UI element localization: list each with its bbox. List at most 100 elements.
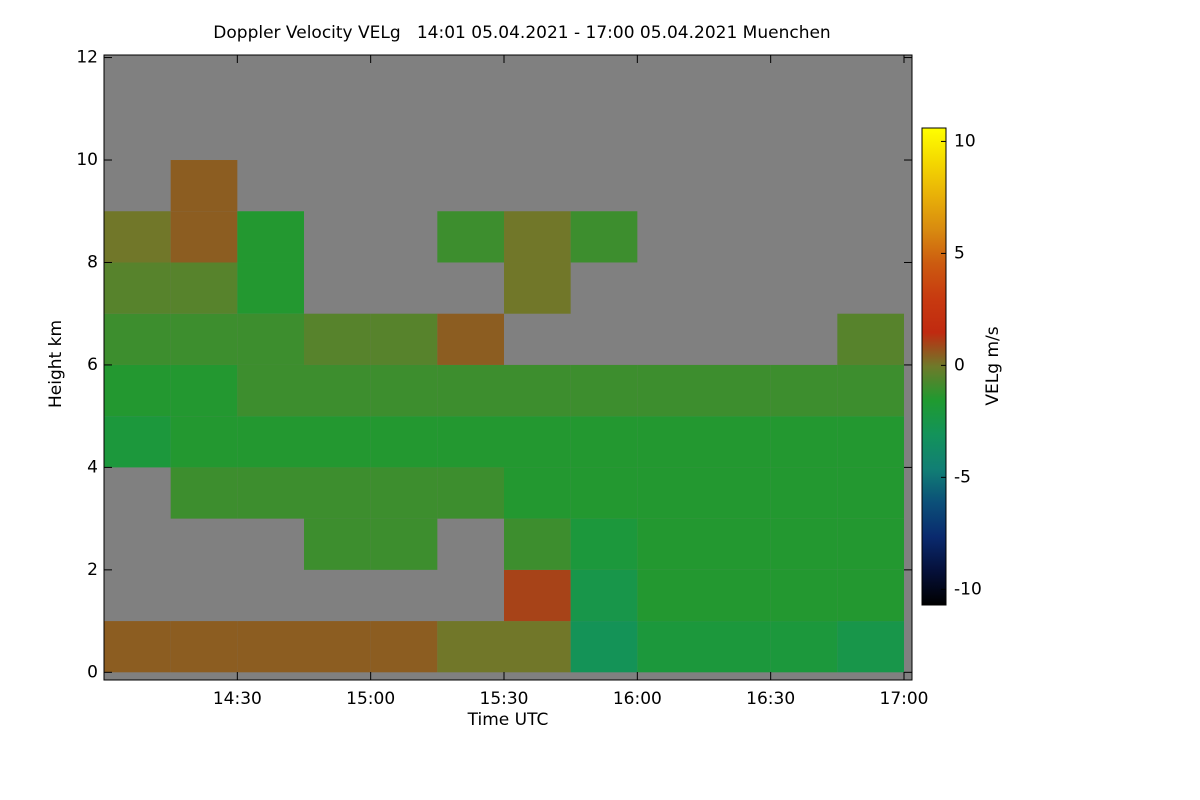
x-tick-label: 15:00	[346, 689, 395, 709]
heatmap-cell	[637, 467, 704, 519]
heatmap-cell	[504, 518, 571, 570]
heatmap-cell	[370, 364, 438, 417]
colorbar-tick-label: 0	[954, 355, 965, 375]
heatmap-cell	[370, 467, 438, 519]
heatmap-cell	[237, 621, 304, 673]
x-tick-label: 16:30	[746, 689, 795, 709]
colorbar-tick-label: 5	[954, 243, 965, 263]
heatmap-cell	[437, 416, 504, 468]
heatmap-cell	[437, 313, 504, 365]
chart-title: Doppler Velocity VELg 14:01 05.04.2021 -…	[213, 23, 830, 43]
heatmap-cell	[637, 364, 704, 417]
heatmap-cell	[437, 621, 504, 673]
heatmap-cell	[504, 621, 571, 673]
x-tick-label: 15:30	[480, 689, 529, 709]
heatmap-cell	[704, 416, 771, 468]
heatmap-cell	[170, 262, 238, 314]
heatmap-cell	[304, 467, 371, 519]
heatmap-cell	[304, 364, 371, 417]
heatmap-cell	[570, 364, 638, 417]
heatmap-cell	[637, 416, 704, 468]
heatmap-cell	[104, 211, 171, 263]
heatmap-cell	[170, 313, 238, 365]
heatmap-cell	[570, 518, 638, 570]
heatmap-cell	[237, 313, 304, 365]
heatmap-cell	[770, 621, 838, 673]
heatmap-cell	[437, 211, 504, 263]
heatmap-cell	[304, 313, 371, 365]
y-tick-label: 6	[87, 355, 98, 375]
heatmap-cell	[570, 621, 638, 673]
heatmap-cell	[837, 569, 904, 622]
heatmap-cell	[170, 621, 238, 673]
heatmap-cell	[504, 364, 571, 417]
y-axis-label: Height km	[46, 320, 66, 408]
heatmap-cell	[104, 313, 171, 365]
heatmap-cell	[704, 467, 771, 519]
colorbar	[921, 127, 947, 606]
colorbar-tick-label: -5	[954, 467, 971, 487]
heatmap-cell	[837, 416, 904, 468]
heatmap-cell	[637, 518, 704, 570]
heatmap-cell	[770, 518, 838, 570]
heatmap-cell	[770, 416, 838, 468]
heatmap-cell	[170, 364, 238, 417]
heatmap-cell	[170, 160, 238, 212]
heatmap-cell	[570, 569, 638, 622]
heatmap-cell	[837, 467, 904, 519]
heatmap-cell	[237, 211, 304, 263]
heatmap-cell	[370, 518, 438, 570]
y-tick-label: 12	[76, 48, 98, 68]
heatmap-cell	[104, 262, 171, 314]
heatmap-cell	[770, 467, 838, 519]
heatmap-cell	[237, 262, 304, 314]
heatmap-cell	[704, 364, 771, 417]
heatmap-cell	[237, 416, 304, 468]
heatmap-cell	[704, 518, 771, 570]
heatmap-cell	[437, 467, 504, 519]
heatmap-cell	[837, 364, 904, 417]
heatmap-cell	[837, 518, 904, 570]
heatmap-cell	[370, 621, 438, 673]
heatmap-cell	[837, 621, 904, 673]
x-axis-label: Time UTC	[467, 710, 549, 730]
x-tick-label: 17:00	[880, 689, 929, 709]
heatmap-cell	[770, 364, 838, 417]
heatmap-cell	[304, 518, 371, 570]
y-tick-label: 4	[87, 457, 98, 477]
x-tick-label: 16:00	[613, 689, 662, 709]
colorbar-tick-label: -10	[954, 579, 982, 599]
heatmap-cell	[504, 416, 571, 468]
heatmap-cell	[237, 467, 304, 519]
heatmap-cell	[304, 621, 371, 673]
heatmap-cell	[637, 569, 704, 622]
y-tick-label: 8	[87, 252, 98, 272]
heatmap-cell	[570, 416, 638, 468]
heatmap-cell	[170, 211, 238, 263]
heatmap-cell	[770, 569, 838, 622]
heatmap-cell	[170, 416, 238, 468]
heatmap-cell	[704, 569, 771, 622]
heatmap-cell	[704, 621, 771, 673]
heatmap-cell	[437, 364, 504, 417]
heatmap-cell	[370, 416, 438, 468]
heatmap-cell	[637, 621, 704, 673]
heatmap-cell	[570, 211, 638, 263]
heatmap-cell	[304, 416, 371, 468]
x-tick-label: 14:30	[213, 689, 262, 709]
plot-frame	[103, 54, 913, 681]
colorbar-tick-label: 10	[954, 131, 976, 151]
heatmap-cell	[104, 364, 171, 417]
heatmap-cell	[370, 313, 438, 365]
heatmap-cell	[504, 262, 571, 314]
heatmap-cell	[570, 467, 638, 519]
heatmap-cell	[504, 569, 571, 622]
heatmap-cell	[504, 211, 571, 263]
y-tick-label: 0	[87, 662, 98, 682]
heatmap-cell	[104, 621, 171, 673]
colorbar-label: VELg m/s	[983, 326, 1003, 405]
heatmap-cell	[237, 364, 304, 417]
heatmap-cell	[837, 313, 904, 365]
heatmap-cell	[104, 416, 171, 468]
